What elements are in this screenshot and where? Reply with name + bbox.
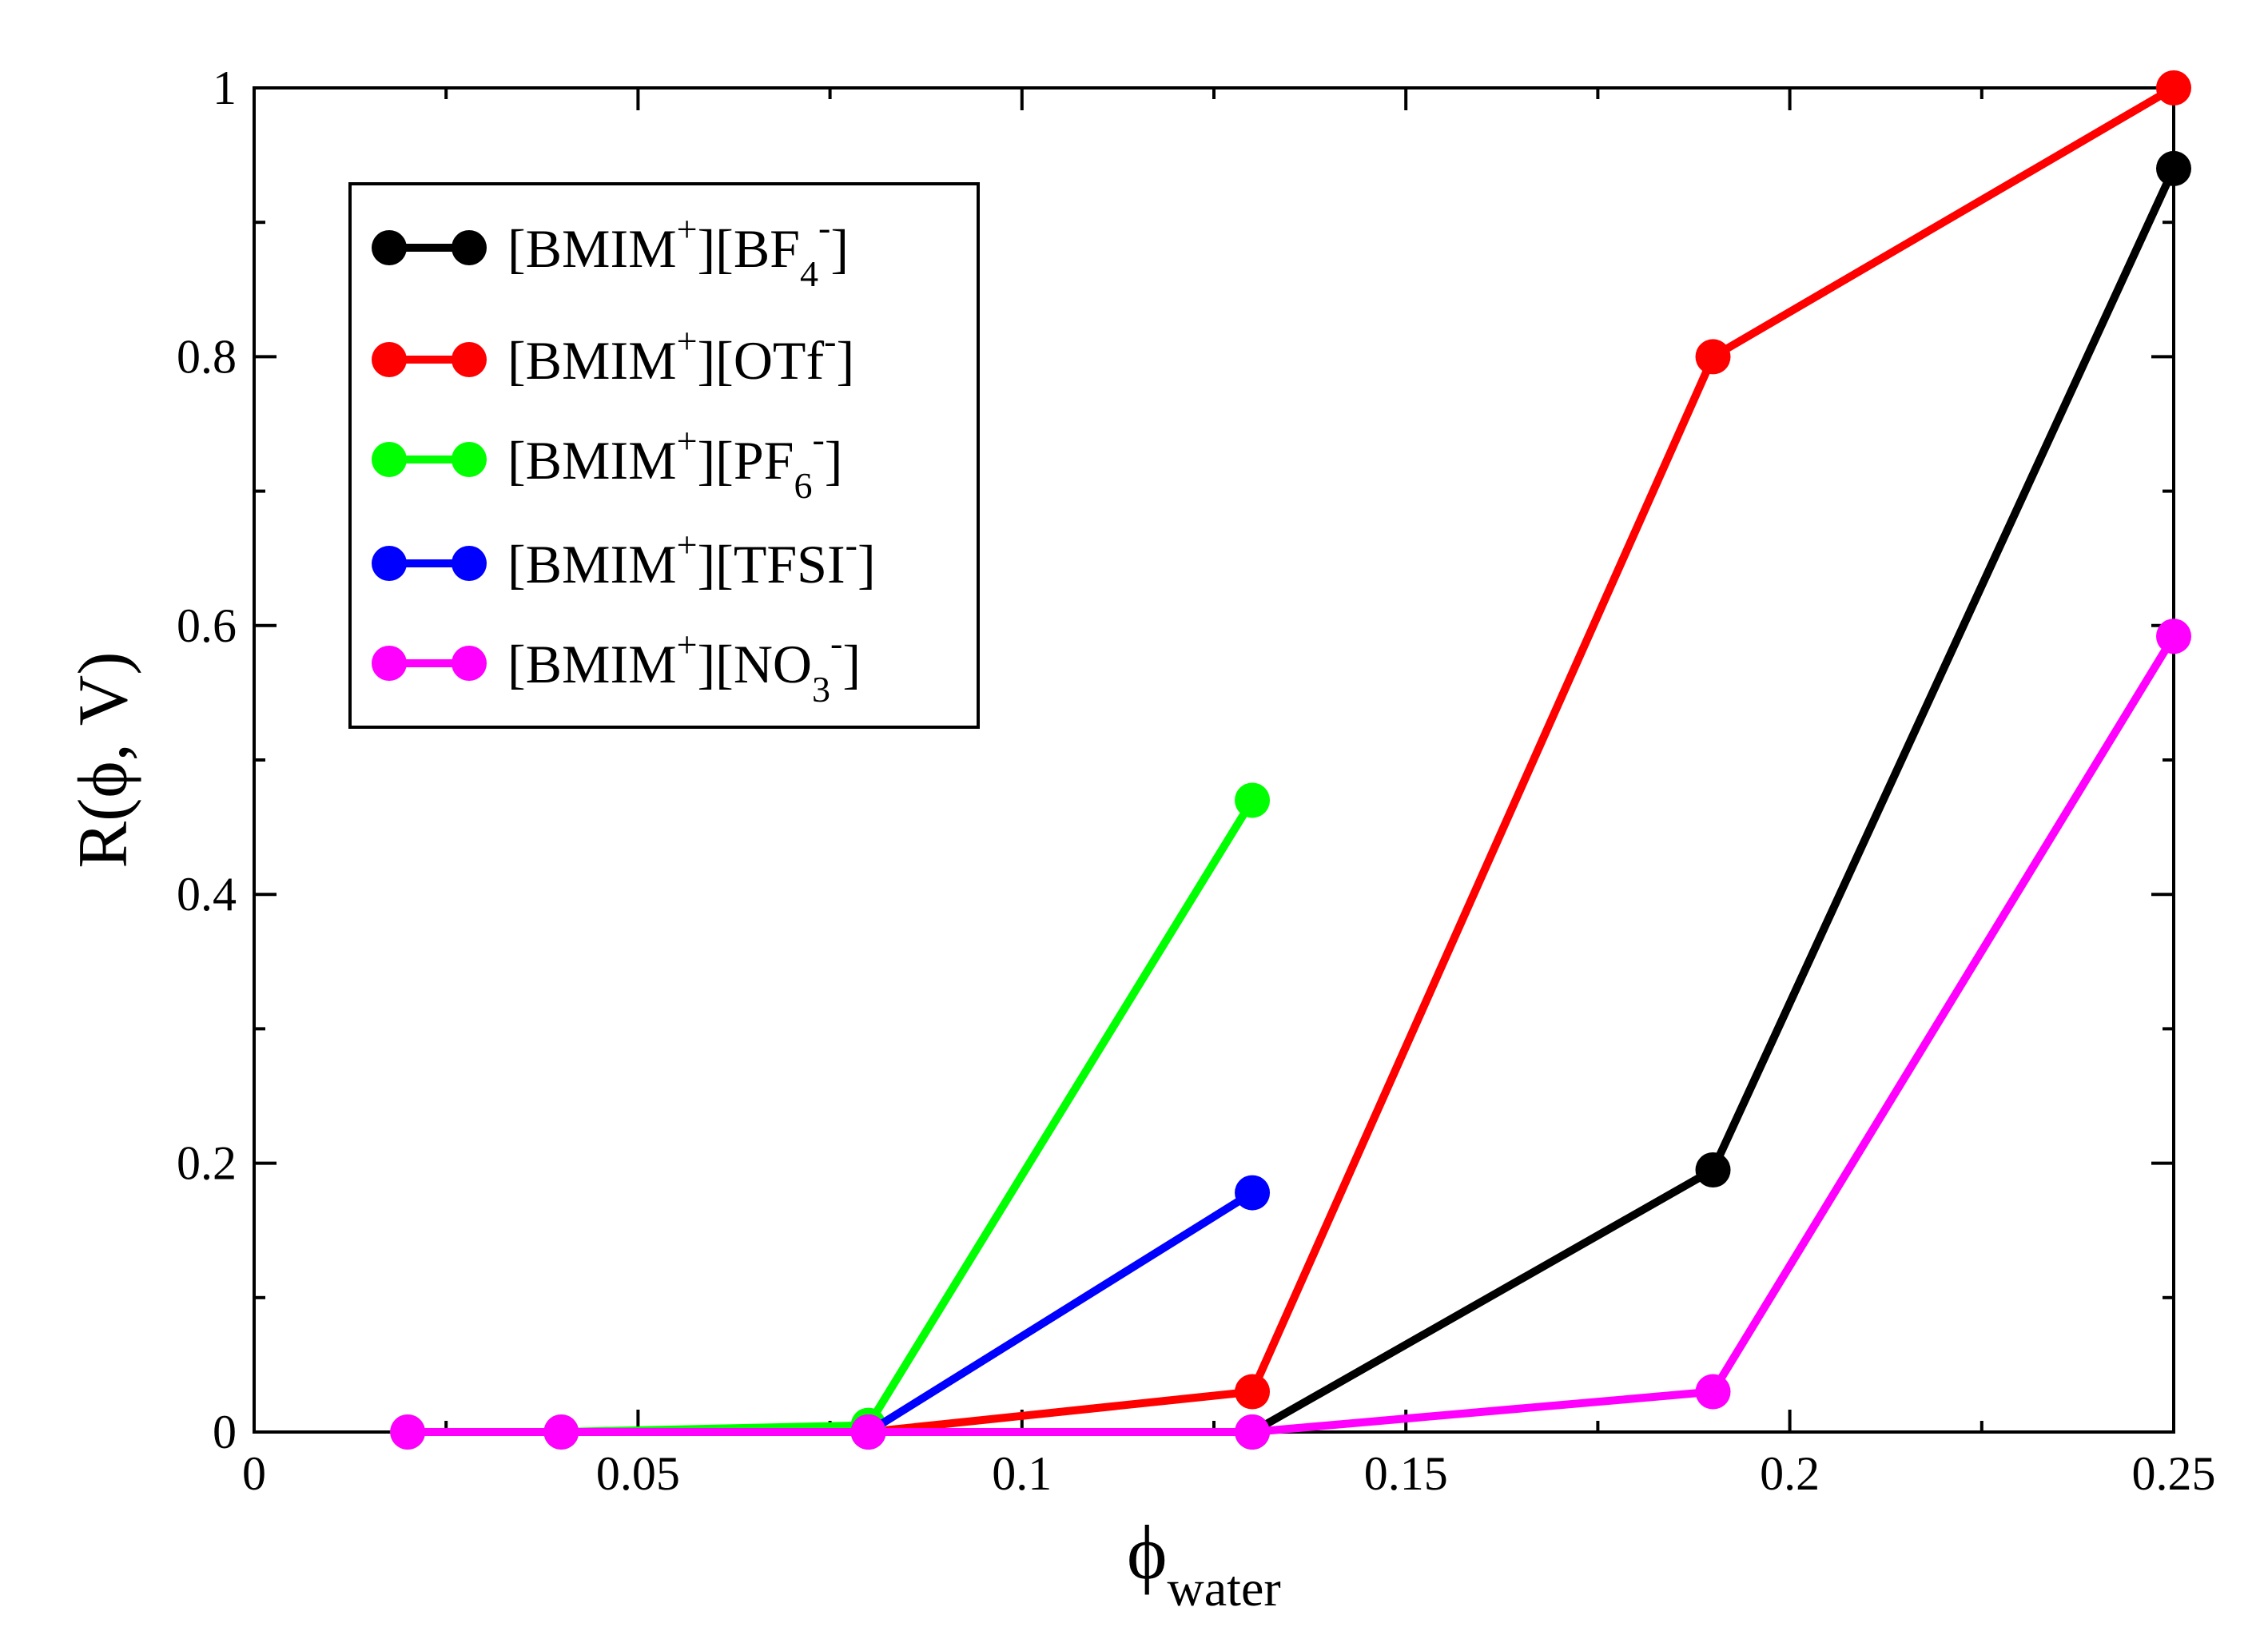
legend-entry-5: [BMIM+][NO3-]	[372, 623, 861, 710]
legend-marker	[452, 442, 487, 477]
legend-entry-1: [BMIM+][BF4-]	[372, 207, 849, 294]
series-5	[390, 619, 2191, 1450]
y-tick-label: 0.6	[177, 599, 237, 652]
data-point	[1695, 339, 1731, 375]
legend-entry-3: [BMIM+][PF6-]	[372, 419, 842, 506]
x-axis-subscript: water	[1168, 1560, 1281, 1617]
legend-marker	[452, 230, 487, 265]
legend-marker	[372, 546, 407, 581]
data-point	[2156, 150, 2191, 186]
legend-marker	[372, 442, 407, 477]
y-tick-label: 0.4	[177, 868, 237, 921]
x-tick-label: 0	[242, 1447, 266, 1500]
data-point	[1695, 1152, 1731, 1188]
legend-marker	[452, 546, 487, 581]
legend-label: [BMIM+][OTf-]	[507, 320, 854, 391]
legend-marker	[372, 230, 407, 265]
series-line	[408, 634, 2178, 1436]
y-tick-label: 0.8	[177, 330, 237, 383]
data-point	[1235, 1414, 1271, 1450]
legend-label: [BMIM+][NO3-]	[507, 623, 861, 710]
legend-marker	[372, 646, 407, 681]
data-point	[2156, 70, 2191, 105]
data-point	[543, 1414, 579, 1450]
legend-label: [BMIM+][BF4-]	[507, 207, 849, 294]
legend-entry-2: [BMIM+][OTf-]	[372, 320, 854, 391]
legend: [BMIM+][BF4-] [BMIM+][OTf-] [BMIM+][PF6-] […	[348, 182, 980, 729]
series-line	[868, 84, 2176, 1436]
y-tick-label: 0	[213, 1406, 237, 1458]
legend-marker	[452, 646, 487, 681]
y-axis-title: R(ϕ, V)	[65, 651, 142, 868]
data-point	[1235, 1374, 1271, 1410]
x-tick-label: 0.05	[596, 1447, 680, 1500]
legend-entry-4: [BMIM+][TFSI-]	[372, 524, 876, 595]
data-point	[1235, 782, 1271, 818]
data-point	[1235, 1175, 1271, 1211]
legend-marker	[372, 342, 407, 377]
series-line	[865, 1189, 1255, 1436]
x-tick-labels: 0 0.05 0.1 0.15 0.2 0.25	[242, 1447, 2216, 1500]
y-tick-label: 1	[213, 62, 237, 114]
y-tick-label: 0.2	[177, 1137, 237, 1190]
legend-label: [BMIM+][PF6-]	[507, 419, 842, 506]
data-point	[1695, 1374, 1731, 1410]
x-tick-label: 0.1	[992, 1447, 1052, 1500]
x-axis-symbol: ϕ	[1127, 1510, 1168, 1595]
data-point	[850, 1414, 886, 1450]
data-point	[390, 1414, 426, 1450]
x-axis-title: ϕwater	[1127, 1510, 1281, 1617]
x-tick-label: 0.25	[2132, 1447, 2216, 1500]
x-tick-label: 0.15	[1364, 1447, 1448, 1500]
legend-marker	[452, 342, 487, 377]
x-tick-label: 0.2	[1760, 1447, 1820, 1500]
series-layer	[390, 70, 2191, 1450]
y-tick-labels: 0 0.2 0.4 0.6 0.8 1	[177, 62, 237, 1458]
data-point	[2156, 619, 2191, 654]
legend-label: [BMIM+][TFSI-]	[507, 524, 876, 595]
